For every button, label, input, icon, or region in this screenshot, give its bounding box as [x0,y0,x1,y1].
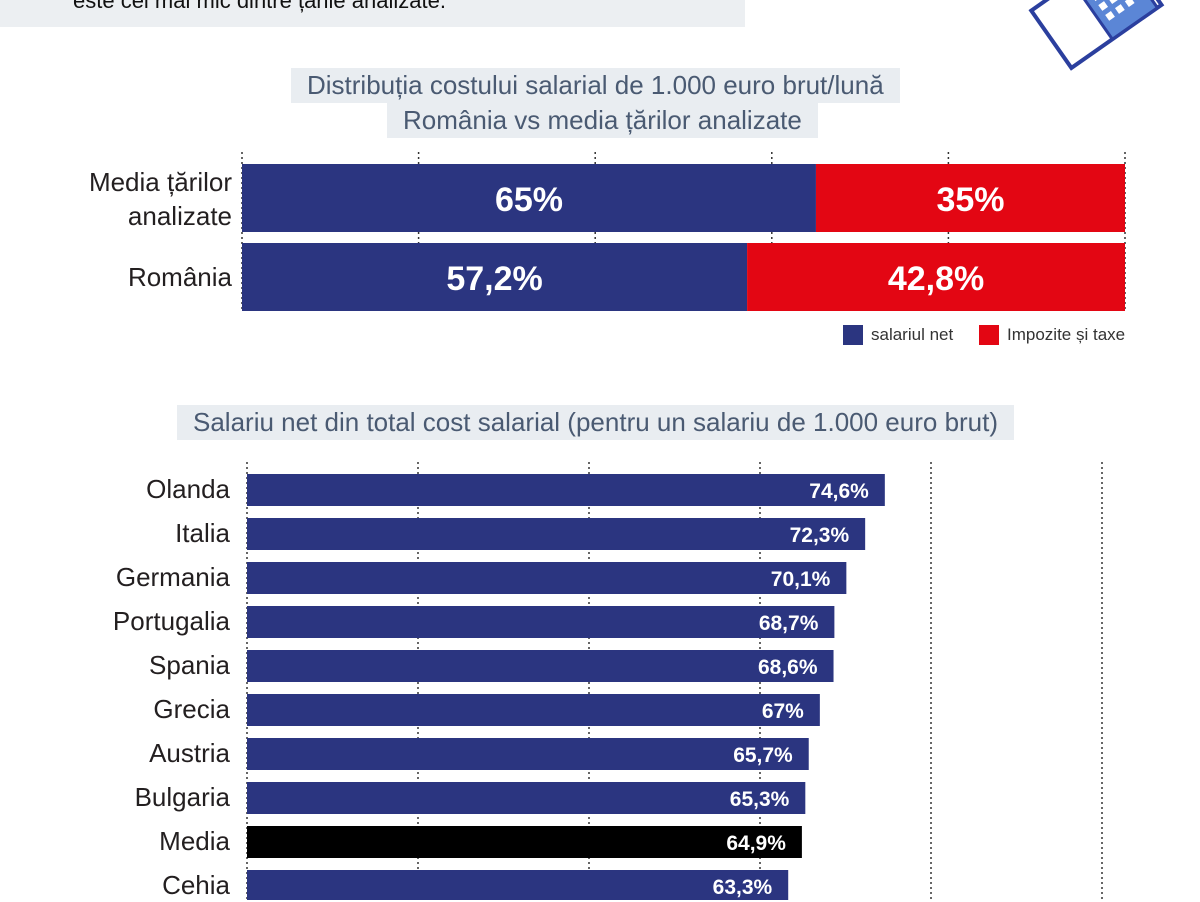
bar-value-label: 64,9% [726,832,786,855]
bar [247,738,809,770]
chart2-category-label: Austria [149,738,230,768]
bar [247,562,847,594]
legend-item-tax: Impozite și taxe [979,325,1125,345]
bar-value-label: 68,7% [759,612,819,635]
bar-value-label: 70,1% [771,568,831,591]
chart2-category-label: Portugalia [112,606,230,636]
bar-value-label: 42,8% [888,260,984,298]
bar-value-label: 72,3% [790,524,850,547]
bar-value-label: 63,3% [713,876,773,899]
bar-net [242,164,816,232]
legend-label: salariul net [871,325,954,344]
bar [247,870,789,900]
bar-value-label: 65,7% [733,744,793,767]
chart2-category-label: Grecia [153,694,230,724]
chart1-title-line1: Distribuția costului salarial de 1.000 e… [291,68,900,103]
chart2-category-label: Olanda [146,474,230,504]
bar-value-label: 35% [936,181,1004,219]
chart1-plot: 65% 35% 57,2% 42,8% [241,152,1126,312]
chart2-title: Salariu net din total cost salarial (pen… [177,405,1015,440]
bar [247,474,885,506]
legend-item-net: salariul net [843,325,953,345]
bar [247,606,835,638]
chart2-category-label: Bulgaria [134,782,230,812]
bar [247,826,802,858]
chart2-category-label: Germania [115,562,230,592]
chart2-category-label: Media [159,826,230,856]
bar [247,650,834,682]
bar-tax [815,164,1125,232]
chart1-category-label: Media țărilor analizate [88,167,232,231]
chart2-category-label: Spania [149,650,230,680]
intro-text: este cel mai mic dintre țările analizate… [73,0,446,13]
chart2-category-label: Cehia [162,870,230,900]
legend-label: Impozite și taxe [1007,325,1126,344]
bar-value-label: 65% [495,181,563,219]
bar-value-label: 67% [762,700,804,723]
bar-value-label: 57,2% [446,260,542,298]
calculator-illustration [1028,0,1165,71]
bar-tax [747,243,1125,311]
legend-swatch-net [843,325,863,345]
bar-value-label: 68,6% [758,656,818,679]
intro-box: este cel mai mic dintre țările analizate… [0,0,745,27]
bar [247,518,866,550]
bar [247,694,820,726]
bar-net [242,243,748,311]
legend-swatch-tax [979,325,999,345]
bar [247,782,806,814]
chart1-category-label: România [127,262,232,292]
bar-value-label: 74,6% [809,480,869,503]
bar-value-label: 65,3% [730,788,790,811]
chart1-title-line2: România vs media țărilor analizate [387,103,818,138]
chart2-category-label: Italia [175,518,230,548]
